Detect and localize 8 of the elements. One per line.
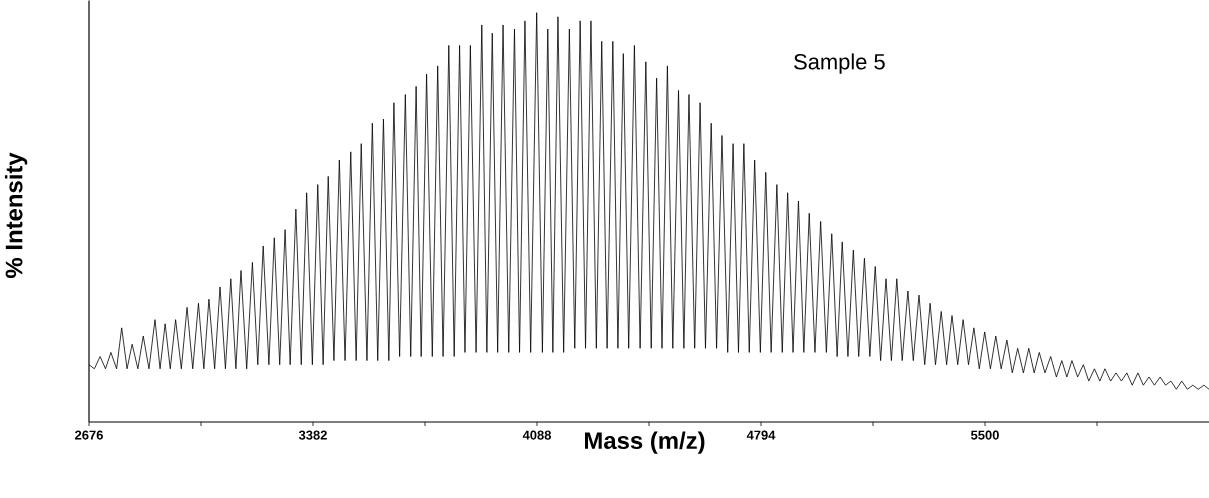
annotation: Sample 5 bbox=[794, 53, 885, 74]
x-tick-label: 3382 bbox=[298, 430, 327, 440]
y-axis-title: % Intensity bbox=[4, 152, 28, 278]
x-tick-label: 4794 bbox=[746, 430, 776, 440]
x-axis-title: Mass (m/z) bbox=[585, 431, 705, 454]
x-tick-label: 2676 bbox=[75, 430, 103, 440]
x-tick-label: 5500 bbox=[971, 430, 999, 440]
x-tick-label: 4088 bbox=[522, 430, 552, 440]
